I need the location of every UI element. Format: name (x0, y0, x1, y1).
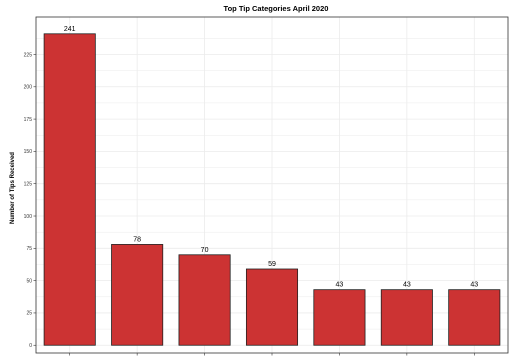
bar (111, 244, 164, 346)
chart-title: Top Tip Categories April 2020 (224, 4, 329, 13)
y-tick-label: 200 (24, 85, 33, 91)
bar (313, 289, 366, 346)
bar (380, 289, 433, 346)
bar (43, 33, 96, 346)
y-tick-label: 50 (26, 278, 32, 284)
data-label: 59 (268, 261, 276, 268)
data-label: 70 (201, 247, 209, 254)
y-tick-label: 125 (24, 182, 33, 188)
bar (245, 268, 299, 346)
y-tick-label: 0 (29, 343, 32, 349)
y-tick-label: 25 (26, 311, 32, 317)
data-labels: 241 78 70 59 43 43 43 (64, 26, 478, 289)
x-axis-ticks (69, 353, 475, 356)
y-tick-label: 175 (24, 117, 33, 123)
data-label: 78 (133, 236, 141, 243)
data-label: 241 (64, 26, 76, 33)
bar (178, 254, 231, 346)
y-tick-label: 225 (24, 52, 33, 58)
y-axis-label: Number of Tips Received (10, 152, 16, 224)
bar (448, 289, 501, 346)
bars (43, 33, 501, 346)
y-tick-label: 75 (26, 246, 32, 252)
data-label: 43 (403, 282, 411, 289)
data-label: 43 (470, 282, 478, 289)
data-label: 43 (336, 282, 344, 289)
y-axis-ticks: 0 25 50 75 100 125 150 175 200 225 (24, 52, 36, 349)
plot-panel-border (35, 16, 509, 354)
y-tick-label: 150 (24, 149, 33, 155)
y-tick-label: 100 (24, 214, 33, 220)
